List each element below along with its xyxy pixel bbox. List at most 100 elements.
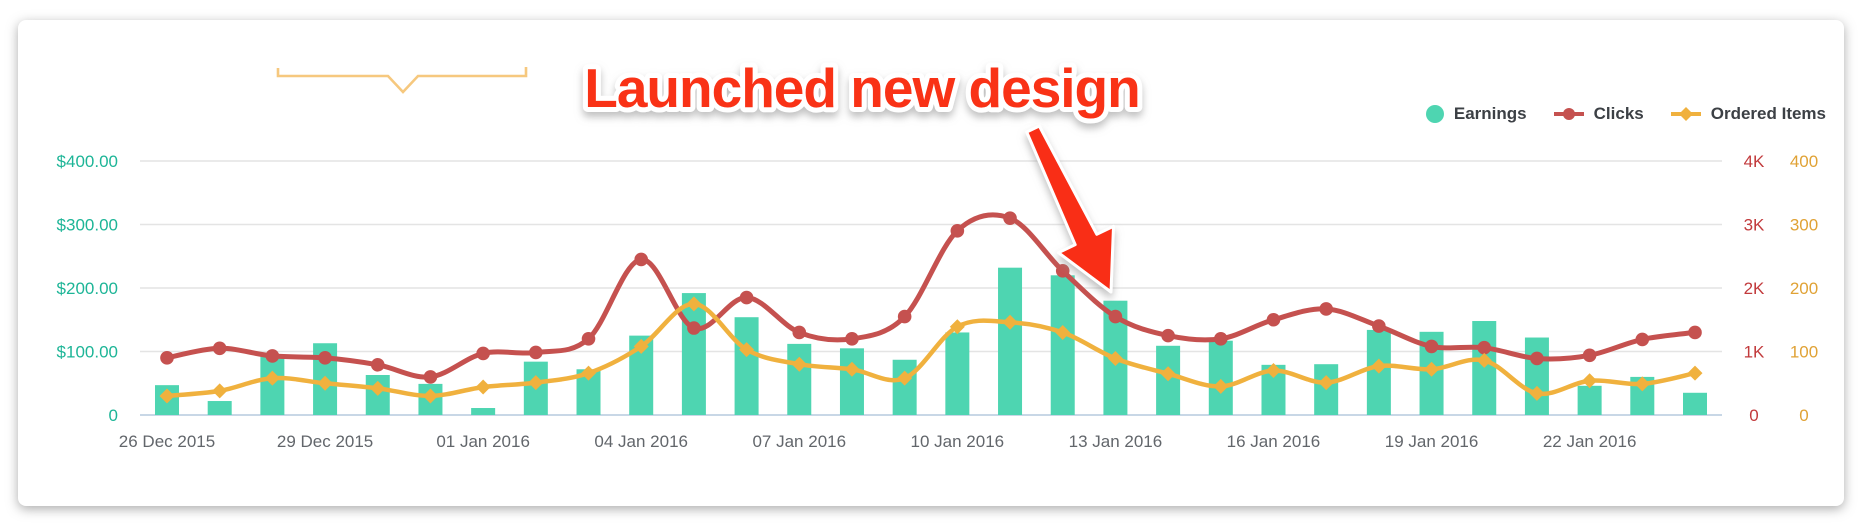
clicks-point[interactable]: [1213, 332, 1228, 346]
ordered-items-point[interactable]: [264, 370, 280, 386]
earnings-bar[interactable]: [1577, 385, 1602, 415]
clicks-point[interactable]: [1055, 264, 1070, 278]
ordered-items-point[interactable]: [1371, 358, 1387, 374]
clicks-point[interactable]: [265, 349, 280, 363]
annotation-arrow-icon: [1025, 124, 1115, 294]
earnings-bar[interactable]: [471, 408, 496, 415]
date-axis-tick: 13 Jan 2016: [1069, 432, 1163, 451]
date-axis-tick: 29 Dec 2015: [277, 432, 373, 451]
clicks-point[interactable]: [1108, 309, 1123, 324]
clicks-axis-tick: 2K: [1744, 279, 1765, 298]
clicks-point[interactable]: [1635, 332, 1650, 347]
legend-label-clicks: Clicks: [1593, 104, 1644, 123]
clicks-axis-tick: 4K: [1744, 152, 1765, 171]
clicks-point[interactable]: [476, 346, 490, 361]
ordered-items-point[interactable]: [422, 388, 438, 404]
legend-item-clicks[interactable]: Clicks: [1553, 104, 1644, 124]
clicks-point[interactable]: [529, 345, 543, 360]
earnings-bar[interactable]: [1472, 321, 1497, 415]
earnings-bar[interactable]: [1050, 275, 1075, 415]
ordered-items-point[interactable]: [1424, 361, 1440, 377]
ordered-items-point[interactable]: [528, 375, 544, 391]
ordered-items-point[interactable]: [159, 388, 175, 404]
clicks-point[interactable]: [1319, 302, 1333, 316]
ordered-items-point[interactable]: [1582, 373, 1598, 389]
clicks-point[interactable]: [950, 224, 965, 238]
earnings-bar[interactable]: [734, 317, 759, 415]
clicks-point[interactable]: [1688, 325, 1702, 340]
left-axis-tick: $300.00: [57, 215, 118, 234]
gold-bracket-decoration: [276, 67, 528, 94]
clicks-point[interactable]: [1161, 328, 1175, 343]
ordered-axis-tick: 400: [1790, 152, 1818, 171]
earnings-bar[interactable]: [892, 359, 917, 415]
earnings-bar[interactable]: [1683, 392, 1707, 415]
ordered-items-point[interactable]: [1213, 378, 1229, 394]
ordered-items-point[interactable]: [1265, 363, 1281, 379]
ordered-items-point[interactable]: [1476, 352, 1492, 368]
earnings-bars: [155, 267, 1707, 415]
clicks-point[interactable]: [687, 321, 701, 335]
earnings-bar[interactable]: [787, 343, 812, 415]
ordered-items-point[interactable]: [370, 380, 386, 396]
earnings-circle-icon: [1425, 105, 1444, 123]
clicks-point[interactable]: [1582, 348, 1597, 363]
earnings-bar[interactable]: [207, 401, 232, 415]
ordered-items-point[interactable]: [1687, 365, 1703, 381]
clicks-point[interactable]: [318, 351, 332, 365]
ordered-items-point[interactable]: [1318, 375, 1334, 391]
clicks-point[interactable]: [370, 358, 385, 372]
ordered-items-point[interactable]: [475, 379, 491, 395]
ordered-items-point[interactable]: [1055, 324, 1071, 340]
earnings-bar[interactable]: [839, 348, 864, 415]
earnings-bar[interactable]: [998, 267, 1023, 415]
ordered-axis-tick: 200: [1790, 279, 1818, 298]
clicks-line-dot-icon: [1553, 108, 1584, 120]
chart-card: [18, 20, 1844, 506]
ordered-items-point[interactable]: [686, 296, 702, 312]
clicks-point[interactable]: [1003, 211, 1017, 225]
ordered-items-point[interactable]: [1002, 314, 1018, 330]
ordered-items-line: [164, 301, 1698, 399]
ordered-items-point[interactable]: [1160, 366, 1176, 382]
clicks-point[interactable]: [160, 351, 174, 365]
ordered-items-point[interactable]: [581, 365, 597, 381]
ordered-items-point[interactable]: [212, 383, 228, 399]
ordered-items-point[interactable]: [739, 342, 755, 358]
earnings-bar[interactable]: [1524, 337, 1549, 415]
ordered-items-point[interactable]: [1634, 376, 1650, 392]
clicks-axis-tick: 0: [1749, 406, 1758, 425]
earnings-bar[interactable]: [945, 332, 970, 415]
clicks-point[interactable]: [423, 370, 438, 384]
clicks-point[interactable]: [1477, 340, 1492, 355]
clicks-point[interactable]: [1266, 312, 1281, 327]
legend-item-earnings[interactable]: Earnings: [1425, 104, 1527, 124]
clicks-point[interactable]: [1424, 339, 1439, 354]
clicks-point[interactable]: [634, 252, 649, 267]
date-axis-tick: 04 Jan 2016: [594, 432, 688, 451]
clicks-point[interactable]: [845, 332, 859, 346]
clicks-axis-tick: 1K: [1744, 342, 1765, 361]
earnings-bar[interactable]: [681, 293, 706, 415]
earnings-bar[interactable]: [1208, 340, 1233, 415]
clicks-point[interactable]: [1530, 351, 1544, 366]
date-axis-tick: 22 Jan 2016: [1543, 432, 1637, 451]
ordered-items-point[interactable]: [633, 338, 649, 354]
ordered-items-point[interactable]: [949, 319, 965, 335]
ordered-items-point[interactable]: [1529, 385, 1545, 401]
clicks-point[interactable]: [212, 341, 227, 356]
clicks-point[interactable]: [792, 325, 807, 340]
clicks-axis-tick: 3K: [1744, 215, 1765, 234]
left-axis-tick: $200.00: [57, 279, 118, 298]
ordered-items-point[interactable]: [844, 361, 860, 377]
ordered-items-point[interactable]: [897, 370, 913, 386]
legend-item-ordered-items[interactable]: Ordered Items: [1670, 104, 1826, 124]
ordered-items-point[interactable]: [791, 356, 807, 372]
annotation-headline: Launched new design: [584, 57, 1140, 119]
clicks-point[interactable]: [897, 309, 912, 324]
clicks-point[interactable]: [739, 290, 754, 305]
clicks-point[interactable]: [1372, 319, 1386, 333]
ordered-items-point[interactable]: [1107, 350, 1123, 366]
clicks-point[interactable]: [581, 332, 596, 346]
ordered-items-point[interactable]: [317, 375, 333, 391]
